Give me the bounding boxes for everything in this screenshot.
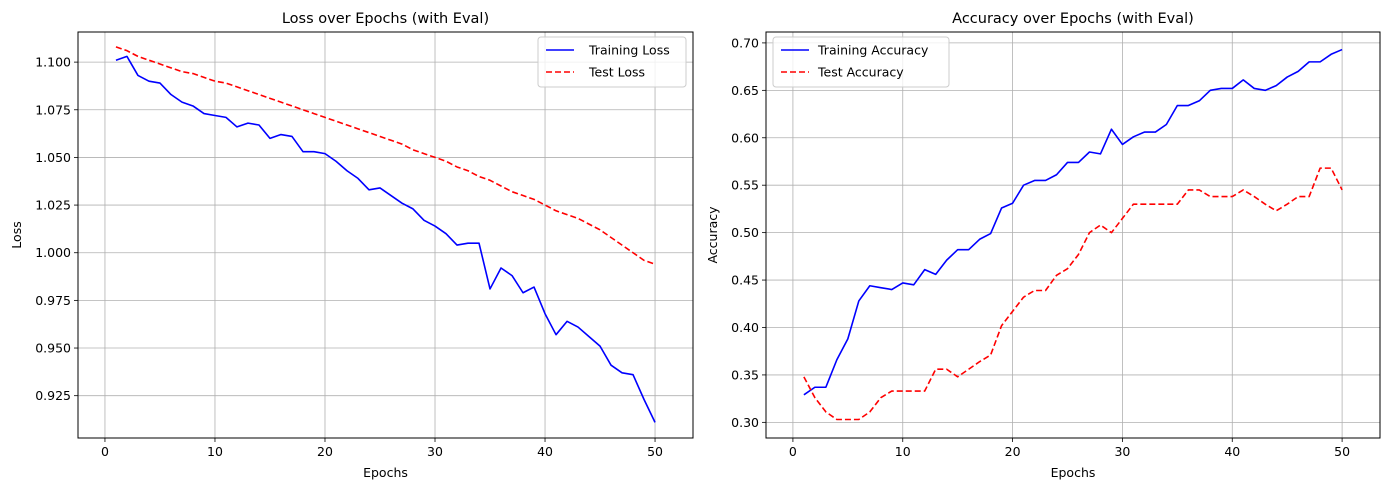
- series-line-test-loss: [115, 46, 656, 265]
- y-tick-label: 0.35: [731, 367, 759, 382]
- grid-lines: [766, 32, 1380, 438]
- tick-marks: 0 10 20 30 40 50 0.30 0.35 0.40 0.45 0.50 0.55 0.60 0…: [731, 35, 1350, 459]
- legend-label-training-accuracy: Training Accuracy: [817, 43, 929, 58]
- y-tick-label: 0.950: [35, 341, 71, 356]
- plot-background: [766, 32, 1380, 438]
- y-tick-label: 0.65: [731, 83, 759, 98]
- legend-box: [537, 36, 687, 88]
- x-tick-label: 20: [1005, 444, 1021, 459]
- tick-marks: 0 10 20 30 40 50 0.925 0.950 0.975 1.000 1.025 1.05…: [35, 55, 663, 459]
- x-tick-label: 40: [1224, 444, 1240, 459]
- x-tick-label: 30: [427, 444, 443, 459]
- x-tick-label: 0: [101, 444, 109, 459]
- y-tick-label: 0.30: [731, 415, 759, 430]
- legend-box: [772, 36, 950, 88]
- x-tick-label: 10: [895, 444, 911, 459]
- axes-frame: [77, 31, 694, 439]
- legend-label-test-loss: Test Loss: [588, 65, 645, 80]
- x-axis-label: Epochs: [363, 465, 408, 480]
- x-tick-label: 50: [1334, 444, 1350, 459]
- x-tick-label: 10: [207, 444, 223, 459]
- x-tick-label: 0: [789, 444, 797, 459]
- accuracy-chart: 0 10 20 30 40 50 0.30 0.35 0.40 0.45 0.50 0.55 0.60 0…: [705, 11, 1381, 480]
- y-axis-label: Accuracy: [705, 206, 720, 264]
- y-tick-label: 0.55: [731, 178, 759, 193]
- x-tick-label: 30: [1114, 444, 1130, 459]
- y-tick-label: 1.100: [35, 55, 71, 70]
- y-tick-label: 0.45: [731, 273, 759, 288]
- y-tick-label: 1.050: [35, 150, 71, 165]
- y-tick-label: 1.025: [35, 198, 71, 213]
- y-tick-label: 1.075: [35, 102, 71, 117]
- series-line-test-accuracy: [803, 167, 1343, 421]
- chart-title: Accuracy over Epochs (with Eval): [952, 11, 1194, 27]
- y-tick-label: 0.60: [731, 130, 759, 145]
- y-tick-label: 0.925: [35, 388, 71, 403]
- series-layer: [115, 46, 656, 423]
- loss-chart: 0 10 20 30 40 50 0.925 0.950 0.975 1.000 1.025 1.05…: [9, 11, 694, 480]
- series-line-training-loss: [115, 55, 656, 423]
- x-axis-label: Epochs: [1051, 465, 1096, 480]
- plot-background: [78, 32, 693, 438]
- y-tick-label: 0.50: [731, 225, 759, 240]
- legend: Training Accuracy Test Accuracy: [772, 36, 950, 88]
- axes-frame: [765, 31, 1381, 439]
- legend-label-training-loss: Training Loss: [588, 43, 670, 58]
- y-tick-label: 0.975: [35, 293, 71, 308]
- x-tick-label: 40: [537, 444, 553, 459]
- legend: Training Loss Test Loss: [537, 36, 687, 88]
- series-layer: [803, 48, 1343, 421]
- series-line-training-accuracy: [803, 48, 1343, 396]
- y-tick-label: 0.70: [731, 35, 759, 50]
- grid-lines: [78, 32, 693, 438]
- x-tick-label: 20: [317, 444, 333, 459]
- legend-label-test-accuracy: Test Accuracy: [817, 65, 904, 80]
- chart-title: Loss over Epochs (with Eval): [282, 11, 489, 27]
- y-tick-label: 0.40: [731, 320, 759, 335]
- y-axis-label: Loss: [9, 221, 24, 248]
- x-tick-label: 50: [647, 444, 663, 459]
- y-tick-label: 1.000: [35, 245, 71, 260]
